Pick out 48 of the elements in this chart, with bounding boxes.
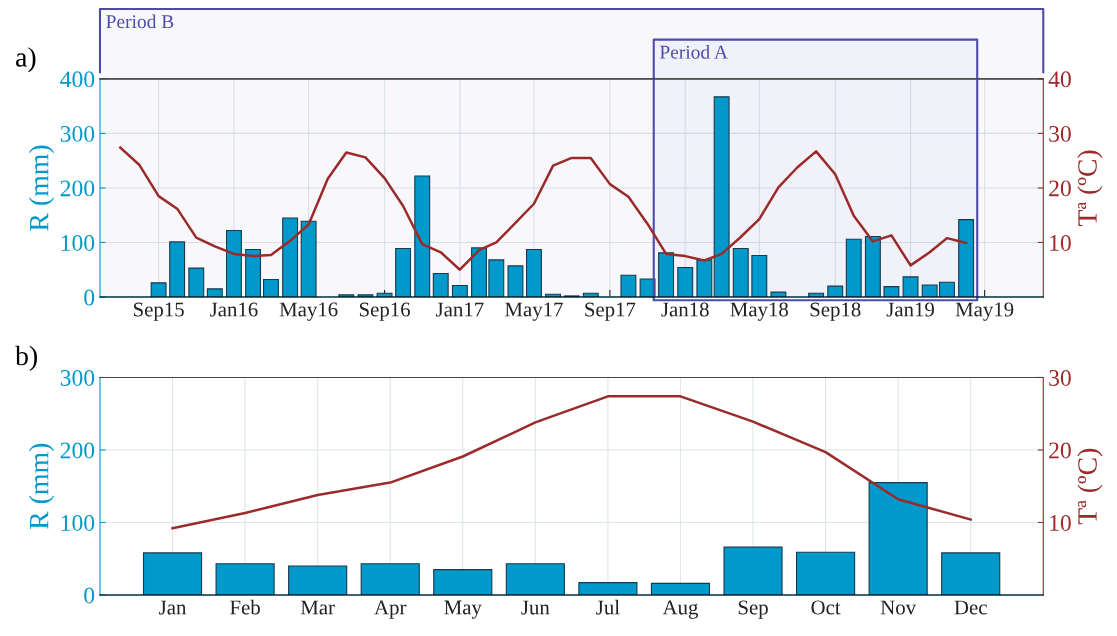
x-tick-label: Nov: [880, 600, 917, 615]
x-tick-label: May17: [505, 302, 563, 321]
y2-tick-label: 40: [1048, 71, 1071, 88]
y2-axis-title: Tª (ºC): [1077, 150, 1103, 227]
x-tick-label: May18: [730, 302, 789, 321]
y2-tick-label: 10: [1050, 514, 1071, 531]
y-tick-label: 200: [60, 180, 95, 197]
x-tick-label: Jul: [596, 599, 620, 615]
x-tick-label: Sep: [738, 600, 768, 619]
x-tick-label: Jan17: [436, 302, 484, 317]
y2-tick-label: 10: [1050, 234, 1071, 251]
y-tick-label: 100: [61, 234, 95, 251]
chart-title: b): [15, 345, 37, 371]
x-tick-label: Jun: [521, 600, 550, 615]
chart-title: a): [16, 47, 36, 73]
y-axis-title: R (mm): [28, 145, 55, 231]
y-tick-label: 300: [60, 369, 95, 386]
x-tick-label: Aug: [662, 600, 699, 619]
band-label: Period B: [106, 14, 174, 29]
x-tick-label: Feb: [230, 599, 260, 615]
x-tick-label: Apr: [374, 600, 407, 619]
x-tick-label: May19: [955, 302, 1014, 321]
x-tick-label: Sep18: [810, 302, 861, 321]
x-tick-label: Dec: [954, 600, 987, 615]
x-tick-label: Oct: [811, 600, 841, 615]
y2-tick-label: 20: [1049, 180, 1071, 197]
x-tick-label: Sep15: [133, 302, 184, 321]
y-tick-label: 0: [84, 289, 95, 306]
y-tick-label: 0: [84, 587, 95, 604]
x-tick-label: Mar: [300, 600, 335, 615]
x-tick-label: Sep17: [585, 302, 636, 321]
band-label: Period A: [659, 45, 728, 59]
y-tick-label: 200: [60, 442, 95, 459]
y2-tick-label: 20: [1049, 442, 1071, 459]
y2-tick-label: 30: [1049, 369, 1071, 386]
y2-tick-label: 30: [1049, 125, 1071, 142]
y2-axis-title: Tª (ºC): [1077, 448, 1103, 525]
y-tick-label: 400: [60, 71, 95, 88]
x-tick-label: Jan19: [886, 302, 934, 317]
x-tick-label: Jan: [159, 600, 187, 615]
x-tick-label: May16: [279, 302, 338, 321]
x-tick-label: Sep16: [359, 302, 410, 321]
x-tick-label: Jan18: [661, 302, 709, 317]
y-tick-label: 300: [60, 125, 95, 142]
y-axis-title: R (mm): [28, 443, 55, 530]
x-tick-label: May: [444, 600, 482, 619]
x-tick-label: Jan16: [210, 302, 258, 317]
y-tick-label: 100: [61, 514, 95, 531]
